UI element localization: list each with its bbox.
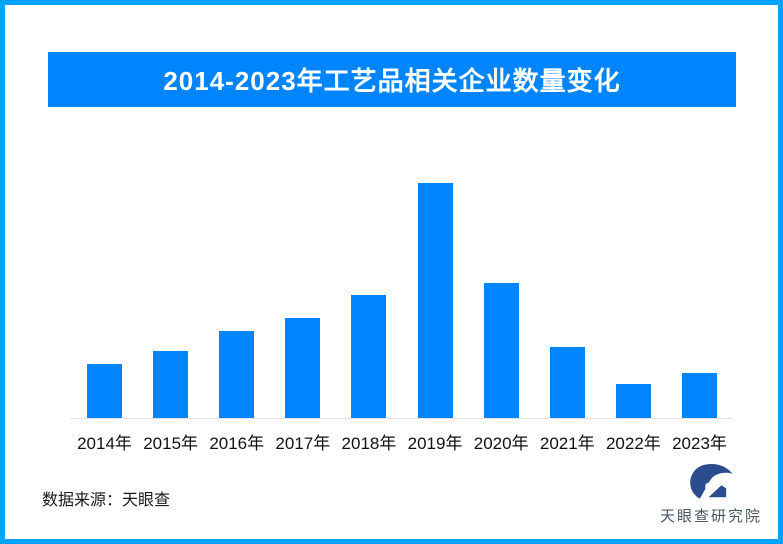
x-axis-label: 2023年 [672,434,727,453]
chart-title: 2014-2023年工艺品相关企业数量变化 [163,66,621,96]
x-axis-label: 2022年 [605,434,661,453]
bar-2021年 [549,347,585,418]
bar-2022年 [615,384,651,418]
bar-2018年 [351,295,387,418]
bar-2016年 [219,331,255,418]
bar-2017年 [285,318,321,418]
x-axis-label: 2016年 [209,434,265,453]
x-axis-label: 2017年 [275,434,331,453]
tianyancha-logo-icon [690,464,733,499]
x-axis-label: 2014年 [77,434,132,453]
brand-name: 天眼查研究院 [659,508,762,525]
x-axis-label: 2019年 [407,434,463,453]
x-axis-label: 2015年 [143,434,199,453]
brand-block: 天眼查研究院 [648,462,774,526]
bar-chart [87,183,717,418]
title-banner: 2014-2023年工艺品相关企业数量变化 [48,52,736,107]
bar-2015年 [153,351,189,418]
x-axis-label: 2018年 [341,434,397,453]
bar-2020年 [483,283,519,418]
bar-2019年 [417,183,453,418]
data-source-note: 数据来源：天眼查 [42,492,171,509]
x-axis-labels: 2014年 2015年 2016年 2017年 2018年 2019年 2020年 2021年… [77,429,727,454]
x-axis-label: 2020年 [473,434,529,453]
bar-2014年 [87,364,122,418]
bar-2023年 [681,373,717,418]
x-axis-line [70,418,733,419]
x-axis-label: 2021年 [539,434,595,453]
